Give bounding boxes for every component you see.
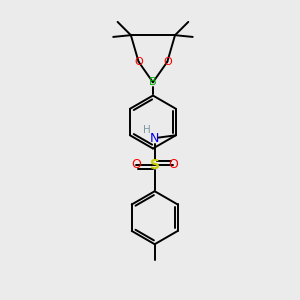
Text: O: O [163,57,172,67]
Text: N: N [150,132,159,145]
Text: B: B [149,77,157,87]
Text: H: H [142,125,150,135]
Text: O: O [131,158,141,171]
Text: O: O [134,57,143,67]
Text: O: O [168,158,178,171]
Text: S: S [150,158,160,172]
